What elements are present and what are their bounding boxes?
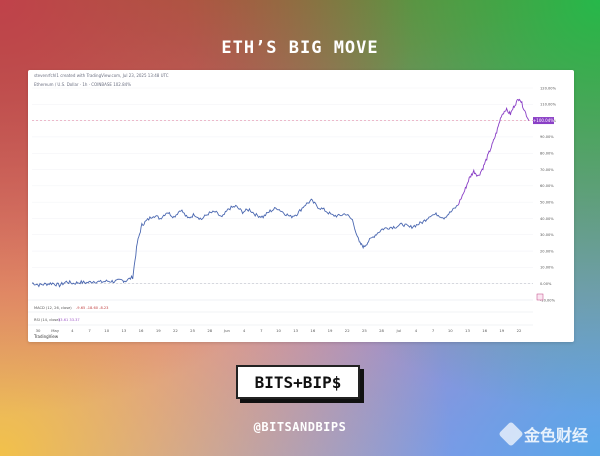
y-tick-label: 110.00% <box>540 103 557 107</box>
x-tick-label: 25 <box>190 328 195 333</box>
chart-symbol: Ethereum / U.S. Dollar · 1h · COINBASE 1… <box>34 82 131 87</box>
x-tick-label: 7 <box>432 328 435 333</box>
x-tick-label: 22 <box>517 328 522 333</box>
y-tick-label: 70.00% <box>540 168 554 172</box>
x-tick-label: 25 <box>362 328 367 333</box>
x-tick-label: 28 <box>207 328 212 333</box>
platform-label: TradingView <box>34 334 59 339</box>
x-tick-label: 7 <box>260 328 263 333</box>
x-tick-label: 13 <box>121 328 126 333</box>
chart-attribution: stevenrfchl1 created with TradingView.co… <box>34 73 169 78</box>
y-tick-label: 90.00% <box>540 135 554 139</box>
price-line-recent <box>457 98 530 206</box>
social-handle: @BITSANDBIPS <box>253 420 347 434</box>
x-tick-label: 19 <box>328 328 333 333</box>
x-tick-label: 7 <box>88 328 91 333</box>
x-tick-label: May <box>51 328 60 333</box>
indicator2-values: 33.61 33.37 <box>58 318 80 322</box>
x-tick-label: 4 <box>243 328 246 333</box>
y-tick-label: 30.00% <box>540 233 554 237</box>
watermark: 金色财经 <box>498 421 588 447</box>
y-tick-label: -10.00% <box>540 298 556 302</box>
y-tick-label: 40.00% <box>540 217 554 221</box>
price-badge-text: +100.04% <box>533 118 554 123</box>
x-tick-label: 13 <box>465 328 470 333</box>
page-title: ETH’S BIG MOVE <box>221 38 379 58</box>
y-tick-label: 20.00% <box>540 249 554 253</box>
x-tick-label: Jun <box>223 328 231 333</box>
watermark-text: 金色财经 <box>523 426 588 445</box>
chart-grid <box>32 87 533 301</box>
y-tick-label: 0.00% <box>540 282 552 286</box>
x-tick-label: Jul <box>395 328 401 333</box>
x-tick-label: 30 <box>36 328 41 333</box>
x-tick-label: 22 <box>173 328 178 333</box>
brand-logo: BITS+BIP$ <box>236 365 364 400</box>
x-tick-label: 16 <box>139 328 144 333</box>
x-tick-label: 10 <box>276 328 281 333</box>
y-tick-label: 60.00% <box>540 184 554 188</box>
y-axis-ticks: 120.00%110.00%100.00%90.00%80.00%70.00%6… <box>540 86 557 302</box>
alert-icon <box>536 293 544 301</box>
indicator2-label: RSI (14, close) <box>34 318 60 322</box>
indicator1-label: MACD (12, 26, close) <box>34 306 72 310</box>
x-tick-label: 4 <box>415 328 418 333</box>
y-tick-label: 10.00% <box>540 266 554 270</box>
x-tick-label: 16 <box>310 328 315 333</box>
x-tick-label: 10 <box>104 328 109 333</box>
x-tick-label: 16 <box>482 328 487 333</box>
line-chart: 120.00% 110.00% 10 0.00% 90.00% 80.00% 70.00% 6… <box>28 86 557 333</box>
y-tick-label: 50.00% <box>540 200 554 204</box>
x-tick-label: 4 <box>71 328 74 333</box>
x-axis-ticks: 30 May 4 7 10 13 16 19 22 25 28 Jun 4 7 10 13 16 19 22 25 28… <box>36 328 522 333</box>
y-tick-label: 80.00% <box>540 152 554 156</box>
reference-lines <box>32 120 533 284</box>
x-tick-label: 19 <box>499 328 504 333</box>
chart-card: stevenrfchl1 created with TradingView.co… <box>28 70 574 342</box>
indicator-area: MACD (12, 26, close) -9.65 -18.60 -8.23 … <box>28 299 533 326</box>
watermark-logo-icon <box>498 421 524 447</box>
y-tick-label: 120.00% <box>540 86 557 90</box>
x-tick-label: 13 <box>293 328 298 333</box>
brand-logo-text: BITS+BIP$ <box>236 365 360 399</box>
indicator1-values: -9.65 -18.60 -8.23 <box>76 306 108 310</box>
x-tick-label: 28 <box>379 328 384 333</box>
price-line <box>31 198 458 288</box>
x-tick-label: 10 <box>448 328 453 333</box>
x-tick-label: 22 <box>345 328 350 333</box>
x-tick-label: 19 <box>156 328 161 333</box>
price-badge: +100.04% <box>533 117 554 125</box>
tradingview-logo: TradingView <box>34 334 58 339</box>
